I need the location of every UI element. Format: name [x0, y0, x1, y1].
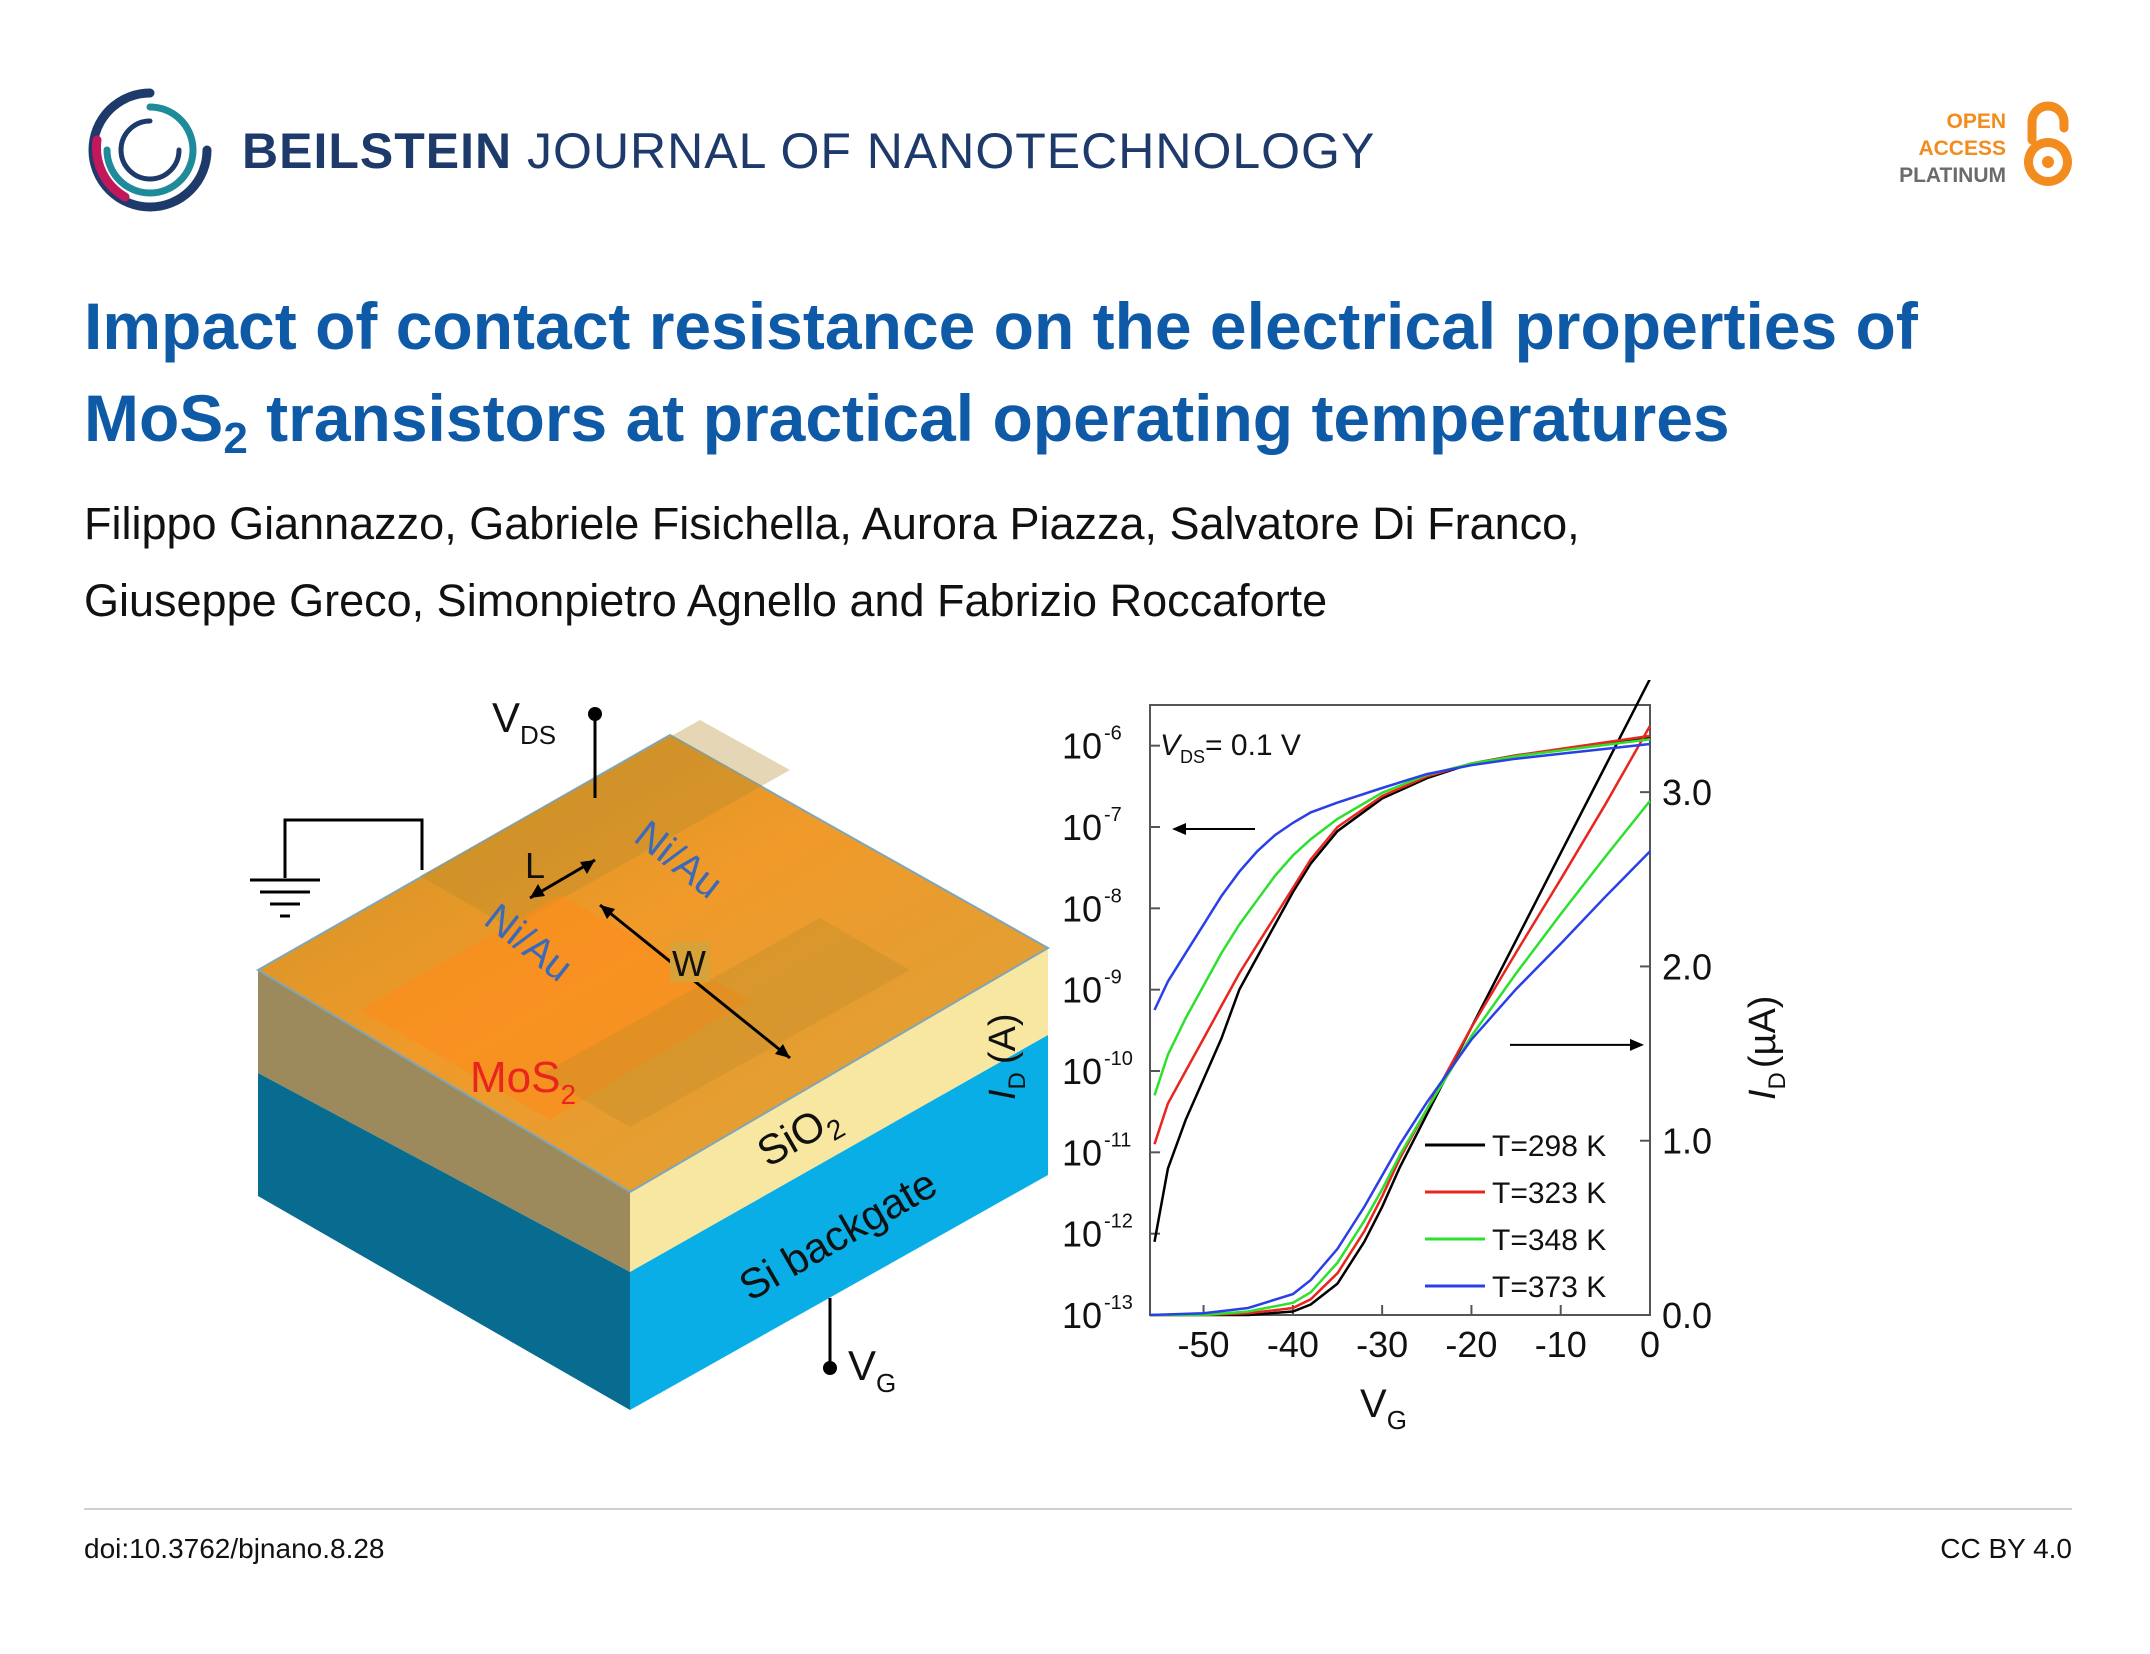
w-arrowhead-a: [775, 1044, 790, 1058]
series-log-curve: [1153, 736, 1651, 1243]
transfer-characteristics-chart: -50 -40 -30 -20 -10 0 10-610-710-810-910-1010…: [982, 680, 1791, 1435]
device-schematic: VDS L W Ni/Au Ni/Au MoS2 SiO2 Si backgat…: [250, 694, 1051, 1410]
l-arrowhead-b: [530, 884, 545, 898]
series-log-curve: [1153, 742, 1651, 1011]
legend-label: T=323 K: [1492, 1177, 1606, 1210]
x-tick-label: -20: [1445, 1324, 1497, 1365]
vds-label: VDS: [492, 694, 556, 750]
x-tick-label: -40: [1267, 1324, 1319, 1365]
left-tick-exponent: -7: [1104, 804, 1122, 826]
license-text: CC BY 4.0: [1940, 1533, 2072, 1564]
left-tick-label: 10: [1062, 888, 1102, 929]
series-linear-curve: [1150, 725, 1652, 1317]
x-axis-label: VG: [1360, 1382, 1407, 1435]
left-tick-exponent: -12: [1104, 1211, 1133, 1233]
series-log-curve: [1153, 737, 1651, 1096]
right-tick-label: 1.0: [1662, 1121, 1712, 1162]
x-axis-ticks: -50 -40 -30 -20 -10 0: [1178, 1305, 1660, 1365]
journal-name: BEILSTEIN JOURNAL OF NANOTECHNOLOGY: [242, 122, 1375, 180]
left-tick-label: 10: [1062, 1051, 1102, 1092]
sio2-front-face: [630, 948, 1048, 1272]
series-linear-curve: [1150, 680, 1651, 1317]
x-tick-label: 0: [1640, 1324, 1660, 1365]
si-left-face: [258, 1073, 630, 1410]
left-tick-exponent: -10: [1104, 1048, 1133, 1070]
x-tick-label: -50: [1178, 1324, 1230, 1365]
ground-wire: [283, 818, 424, 878]
left-tick-exponent: -6: [1104, 723, 1122, 745]
oa-line-open: OPEN: [1946, 110, 2006, 133]
si-front-face: [630, 1035, 1048, 1410]
chart-legend: T=298 K T=323 K T=348 K T=373 K: [1425, 1130, 1606, 1304]
left-axis-label: ID(A): [982, 1013, 1031, 1100]
journal-name-rest: JOURNAL OF NANOTECHNOLOGY: [527, 123, 1376, 179]
right-axis-ticks: 3.0 2.0 1.0 0.0: [1640, 772, 1712, 1336]
right-tick-label: 2.0: [1662, 946, 1712, 987]
doi-text: doi:10.3762/bjnano.8.28: [84, 1533, 385, 1564]
series-linear-curve: [1150, 800, 1651, 1317]
article-title: Impact of contact resistance on the elec…: [84, 280, 2064, 485]
title-mos: MoS: [84, 381, 224, 455]
ni-au-contact-stripe: [420, 720, 790, 928]
open-access-badge: OPEN ACCESS PLATINUM: [1868, 101, 2078, 192]
w-arrowhead-b: [600, 905, 615, 919]
sio2-left-face: [258, 970, 630, 1272]
w-label-bg: [670, 942, 710, 982]
journal-header: BEILSTEIN JOURNAL OF NANOTECHNOLOGY OPEN…: [0, 0, 2150, 230]
oa-line-access: ACCESS: [1918, 137, 2006, 160]
vds-annotation: VDS= 0.1 V: [1160, 729, 1301, 767]
x-tick-label: -30: [1356, 1324, 1408, 1365]
left-tick-exponent: -11: [1104, 1129, 1131, 1151]
vds-probe-tip: [588, 707, 602, 721]
legend-label: T=373 K: [1492, 1271, 1606, 1304]
l-arrowhead-a: [580, 860, 595, 874]
title-line-2: transistors at practical operating tempe…: [247, 381, 1730, 455]
oa-line-platinum: PLATINUM: [1899, 164, 2006, 187]
left-tick-label: 10: [1062, 1132, 1102, 1173]
author-list: Filippo Giannazzo, Gabriele Fisichella, …: [84, 485, 1984, 639]
left-tick-label: 10: [1062, 970, 1102, 1011]
open-lock-icon: [2024, 101, 2072, 186]
l-label: L: [525, 845, 545, 886]
w-label: W: [672, 943, 706, 984]
mos2-label: MoS2: [470, 1053, 576, 1110]
mos2-flake: [360, 895, 750, 1120]
graphical-abstract: VDS L W Ni/Au Ni/Au MoS2 SiO2 Si backgat…: [250, 680, 1791, 1435]
right-tick-label: 3.0: [1662, 772, 1712, 813]
left-axis-pointer-arrowhead: [1172, 823, 1186, 835]
legend-label: T=348 K: [1492, 1224, 1606, 1257]
right-axis-pointer-arrowhead: [1630, 1038, 1644, 1051]
left-tick-exponent: -13: [1104, 1292, 1133, 1314]
authors-line-1: Filippo Giannazzo, Gabriele Fisichella, …: [84, 498, 1580, 549]
plot-frame: [1149, 704, 1651, 1316]
series-linear-curve: [1149, 850, 1651, 1317]
legend-label: T=298 K: [1492, 1130, 1606, 1163]
authors-line-2: Giuseppe Greco, Simonpietro Agnello and …: [84, 575, 1328, 626]
title-line-1: Impact of contact resistance on the elec…: [84, 289, 1918, 363]
right-tick-label: 0.0: [1662, 1295, 1712, 1336]
left-tick-exponent: -8: [1104, 885, 1122, 907]
right-axis-label: ID(µA): [1742, 996, 1791, 1100]
journal-name-bold: BEILSTEIN: [242, 123, 513, 179]
left-tick-exponent: -9: [1104, 967, 1122, 989]
vg-label: VG: [848, 1342, 896, 1398]
left-tick-label: 10: [1062, 1295, 1102, 1336]
footer-divider: [84, 1508, 2072, 1510]
title-subscript: 2: [223, 414, 248, 463]
left-tick-label: 10: [1062, 1214, 1102, 1255]
series-lines: [1149, 680, 1652, 1317]
left-tick-label: 10: [1062, 726, 1102, 767]
beilstein-swirl-icon: [88, 88, 212, 212]
left-tick-label: 10: [1062, 807, 1102, 848]
vg-probe-tip: [823, 1361, 837, 1375]
x-tick-label: -10: [1535, 1324, 1587, 1365]
ni-au-contact-stripe-2: [540, 918, 910, 1127]
